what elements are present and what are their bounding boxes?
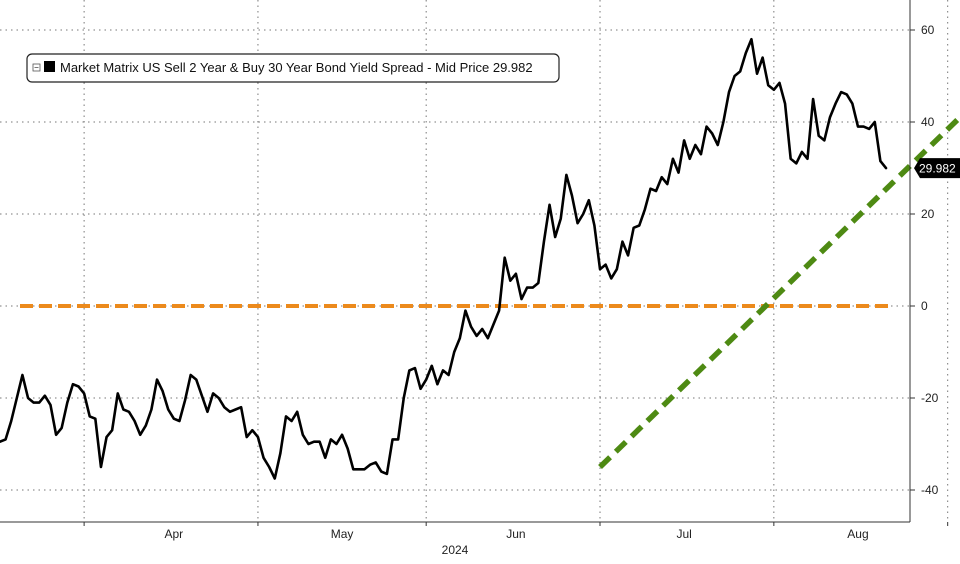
x-year-label: 2024 [442, 543, 469, 557]
y-tick-label: 40 [921, 115, 935, 129]
legend-swatch [44, 61, 55, 72]
x-tick-label: May [331, 527, 354, 541]
legend: Market Matrix US Sell 2 Year & Buy 30 Ye… [26, 53, 560, 83]
x-tick-label: Aug [847, 527, 868, 541]
last-value-badge [914, 158, 960, 179]
x-tick-label: Jul [676, 527, 691, 541]
x-tick-label: Apr [164, 527, 183, 541]
y-tick-label: -40 [921, 483, 939, 497]
x-tick-label: Jun [506, 527, 525, 541]
series-lines [0, 37, 888, 480]
legend-box [26, 53, 560, 83]
series-line [0, 37, 888, 480]
gridlines [0, 0, 949, 522]
y-tick-label: 60 [921, 23, 935, 37]
last-value-label: 29.982 [919, 162, 956, 176]
annotations [598, 113, 960, 469]
legend-toggle-icon[interactable] [32, 63, 41, 72]
trend-arrow-up [598, 113, 960, 469]
legend-text: Market Matrix US Sell 2 Year & Buy 30 Ye… [60, 60, 533, 75]
y-tick-label: -20 [921, 391, 939, 405]
y-tick-label: 20 [921, 207, 935, 221]
y-tick-label: 0 [921, 299, 928, 313]
